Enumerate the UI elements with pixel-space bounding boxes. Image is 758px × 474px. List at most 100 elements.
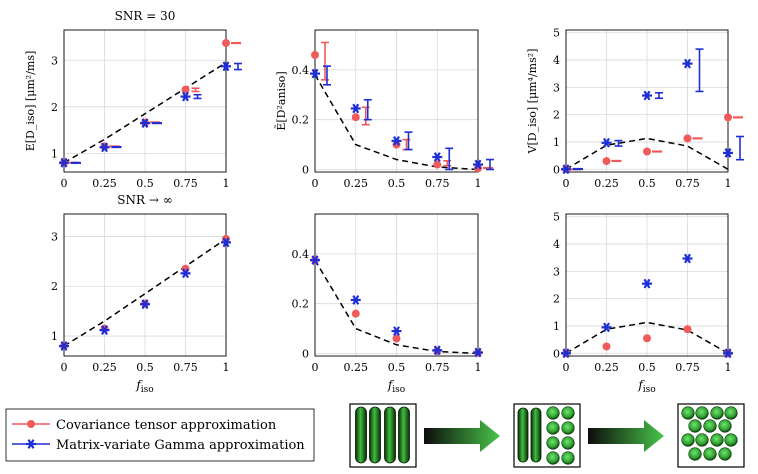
data-point-cov [643,334,651,343]
y-tick-label: 1 [51,330,58,343]
x-tick-label: 0.25 [594,177,619,190]
x-tick-label: 0.75 [425,177,450,190]
predicted-line [63,238,227,347]
predicted-line [314,74,479,171]
data-point-cov [392,334,401,343]
data-point-mvg [391,326,402,336]
panel-anisotropy-snr30: 0 0.2 0.4 0 0.25 0.5 0.75 1 Ẽ[D²aniso] [274,29,494,190]
cylinder-icon [530,407,542,463]
data-point-cov [724,113,732,122]
data-point-cov [643,147,651,156]
data-point-cov [683,134,692,143]
data-point-mvg [682,58,693,69]
axes-box [314,29,479,173]
x-tick-label: 0.5 [136,177,154,190]
x-tick-label: 0.5 [638,177,656,190]
x-tick-label: 0.5 [388,361,406,374]
error-bar [655,92,663,100]
y-tick-label: 0.2 [292,298,310,311]
legend-cov-marker [27,420,35,428]
x-tick-label: 0.5 [136,361,154,374]
x-tick-label: 0.75 [173,177,198,190]
y-tick-label: 4 [553,238,560,251]
data-point-mvg [473,159,483,170]
data-point-mvg [432,152,443,162]
sphere-icon [546,421,560,435]
sphere-icon [546,436,560,450]
y-tick-label: 0 [302,348,309,361]
legend-box [5,408,315,462]
y-tick-label: 3 [553,265,560,278]
data-point-mvg [601,137,612,148]
x-tick-label: 1 [475,177,482,190]
data-point-cov [602,342,611,351]
tissue-box-anisotropic [349,403,417,468]
sphere-icon [718,419,732,433]
panel-anisotropy-snr-inf: 0 0.2 0.4 0 0.25 0.5 0.75 1 fiso [292,213,483,395]
error-bar [404,131,413,151]
data-point-mvg [682,253,693,264]
x-tick-label: 0.5 [388,177,406,190]
data-point-mvg [642,278,652,289]
error-bar [191,87,200,93]
y-tick-label: 5 [553,27,560,40]
predicted-line [314,259,479,355]
x-tick-label: 1 [223,361,230,374]
axes-box [63,213,227,357]
axes-box [63,29,227,173]
sphere-icon [681,406,695,420]
sphere-icon [703,447,717,461]
sphere-icon [688,447,702,461]
data-point-mvg [473,347,483,358]
y-tick-label: 5 [553,211,560,224]
data-point-cov [683,325,692,334]
sphere-icon [561,436,575,450]
cylinder-icon [369,406,381,464]
error-bar [323,65,331,86]
data-point-mvg [350,295,361,305]
y-tick-label: 2 [51,280,58,293]
sphere-icon [688,419,702,433]
arrow-right-icon [588,420,664,452]
y-tick-label: 0 [302,164,309,177]
data-point-mvg [59,341,69,351]
predicted-line [565,321,729,354]
data-point-mvg [601,322,612,333]
y-tick-label: 0.4 [292,248,310,261]
legend-mvg-label: Matrix-variate Gamma approximation [56,438,305,453]
sphere-icon [546,406,560,420]
y-tick-label: 4 [553,54,560,67]
sphere-icon [710,433,724,447]
legend-mvg-star-icon [26,439,36,449]
y-axis-label: E[D_iso] [μm²/ms] [24,51,37,152]
sphere-icon [695,433,709,447]
data-point-mvg [642,90,652,101]
axes-box [565,29,729,173]
data-point-mvg [140,118,150,128]
x-axis-label: fiso [135,378,153,395]
x-axis-label: fiso [387,378,405,395]
legend: Covariance tensor approximation Matrix-v… [5,408,315,462]
y-tick-label: 0.4 [292,64,310,77]
data-point-cov [433,160,442,169]
tissue-box-isotropic [677,403,745,468]
legend-mvg-marker [26,439,36,449]
sphere-icon [718,447,732,461]
y-tick-label: 0 [553,347,560,360]
panel-mean-snr-inf: 1 2 3 0 0.25 0.5 0.75 1 SNR → ∞ fiso [51,193,231,395]
error-bar [445,147,454,171]
cylinder-icon [517,407,529,463]
sphere-icon [681,433,695,447]
sphere-icon [710,406,724,420]
x-tick-label: 1 [725,177,732,190]
tissue-schematic [349,403,745,468]
panel-title: SNR → ∞ [117,193,172,207]
error-bar [695,48,704,93]
data-point-mvg [180,268,191,279]
y-axis-label: Ẽ[D²aniso] [274,71,288,130]
y-tick-label: 3 [553,81,560,94]
tissue-box-mixed [513,403,581,468]
cylinder-icon [355,406,367,464]
